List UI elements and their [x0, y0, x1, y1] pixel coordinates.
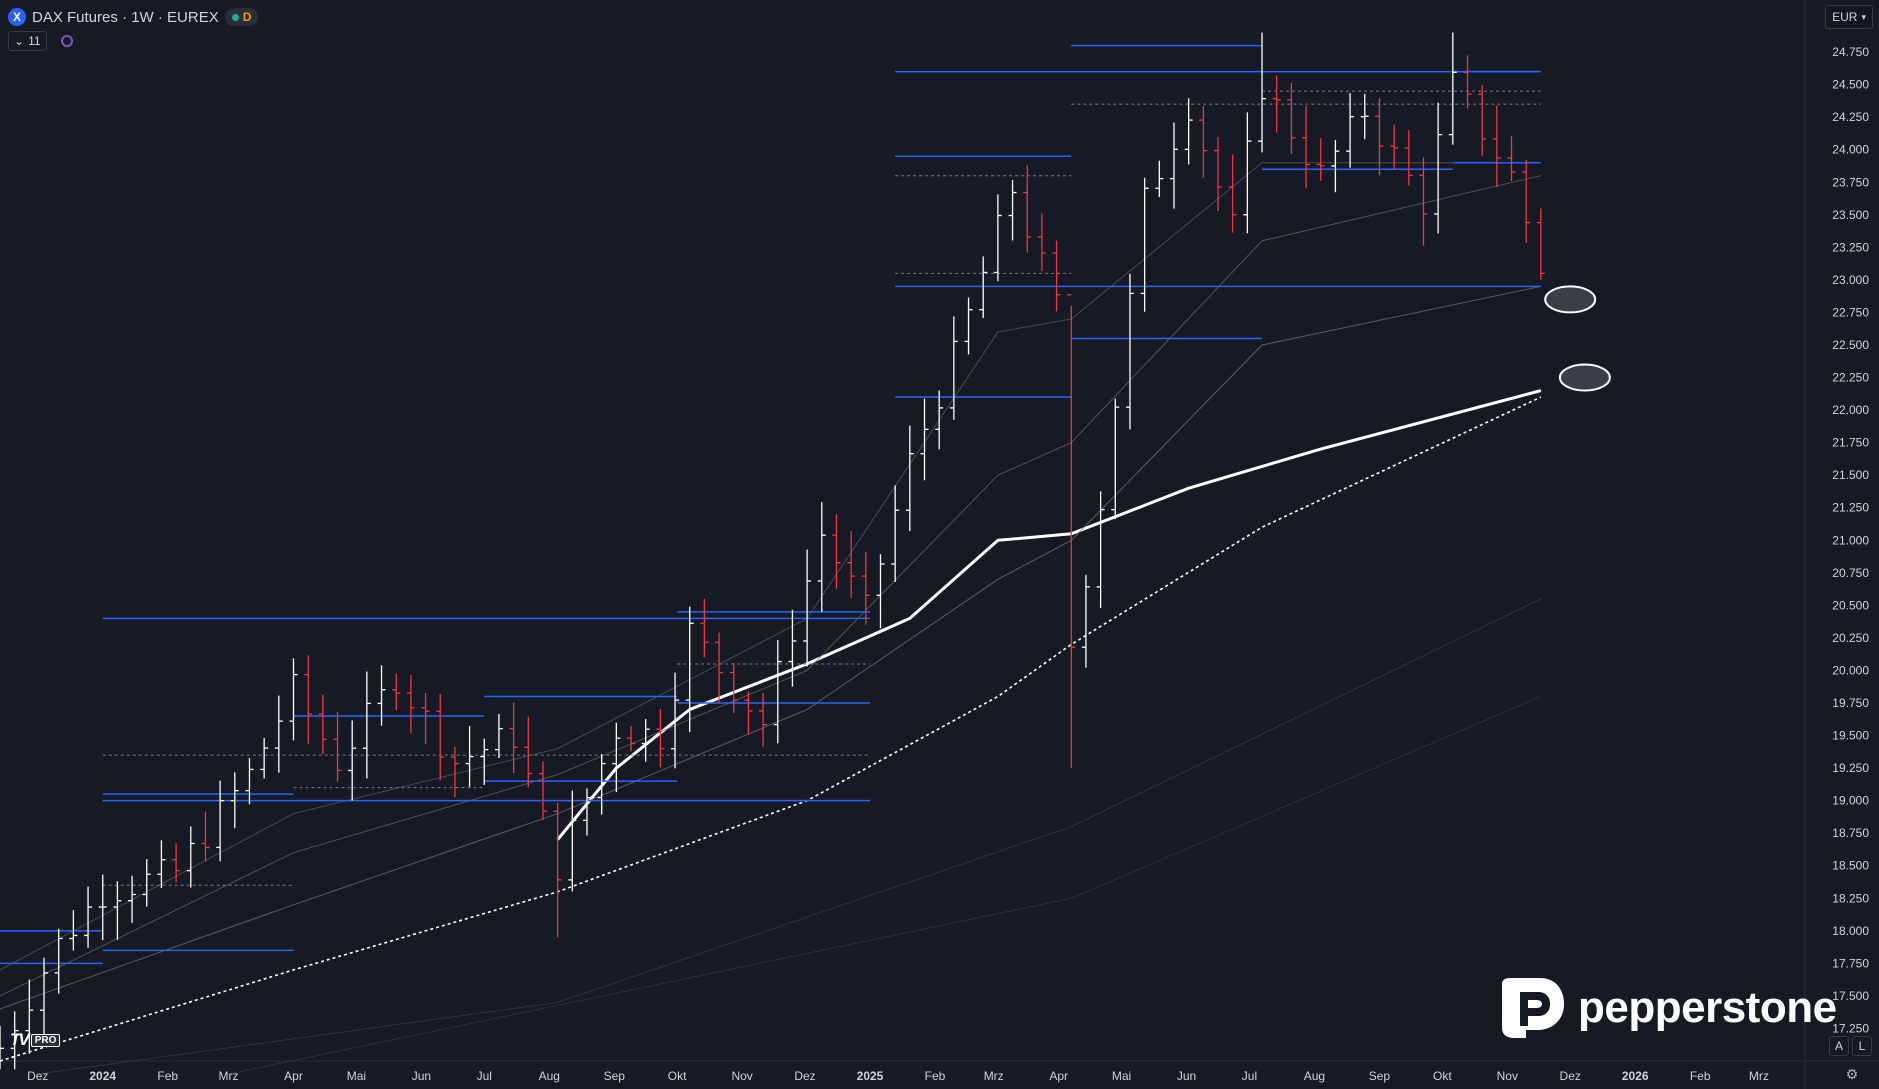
time-tick-label: Jun [1177, 1069, 1196, 1083]
tradingview-logo[interactable]: TV PRO [10, 1030, 61, 1049]
time-tick-label: Jun [412, 1069, 431, 1083]
price-tick-label: 20.250 [1832, 631, 1869, 645]
time-tick-label: Mrz [1749, 1069, 1769, 1083]
time-tick-label: Aug [1304, 1069, 1325, 1083]
price-tick-label: 20.750 [1832, 566, 1869, 580]
currency-label: EUR [1832, 10, 1858, 24]
price-tick-label: 17.500 [1832, 989, 1869, 1003]
price-tick-label: 21.750 [1832, 436, 1869, 450]
time-tick-label: Okt [668, 1069, 687, 1083]
symbol-icon: X [8, 8, 26, 26]
price-tick-label: 22.750 [1832, 305, 1869, 319]
price-tick-label: 23.000 [1832, 273, 1869, 287]
price-tick-label: 21.000 [1832, 533, 1869, 547]
tv-pro-badge: PRO [30, 1033, 61, 1047]
time-tick-label: Okt [1433, 1069, 1452, 1083]
ellipse-marker-0 [1544, 285, 1597, 314]
ma-line-4 [0, 162, 1541, 971]
market-status[interactable]: D [224, 8, 259, 26]
time-tick-label: Nov [731, 1069, 752, 1083]
time-tick-label: Mrz [219, 1069, 239, 1083]
ma-line-6 [228, 696, 1542, 1075]
time-tick-label: Apr [1049, 1069, 1068, 1083]
loading-icon [60, 35, 73, 47]
auto-scale-button[interactable]: A [1829, 1036, 1849, 1056]
time-tick-label: Feb [1690, 1069, 1711, 1083]
price-tick-label: 23.500 [1832, 208, 1869, 222]
price-tick-label: 22.250 [1832, 371, 1869, 385]
chevron-down-icon: ▾ [1861, 11, 1866, 22]
price-tick-label: 19.250 [1832, 761, 1869, 775]
symbol-title[interactable]: DAX Futures · 1W · EUREX [32, 8, 219, 26]
time-tick-label: Aug [539, 1069, 560, 1083]
ma-line-5 [37, 598, 1542, 1075]
price-tick-label: 19.500 [1832, 729, 1869, 743]
time-tick-label: Jul [477, 1069, 492, 1083]
time-tick-label: Jul [1242, 1069, 1257, 1083]
ellipse-markers [1544, 285, 1611, 392]
time-tick-label: Mai [1112, 1069, 1131, 1083]
price-tick-label: 18.250 [1832, 891, 1869, 905]
time-tick-label: Dez [794, 1069, 815, 1083]
time-tick-label: Nov [1497, 1069, 1518, 1083]
price-tick-label: 22.000 [1832, 403, 1869, 417]
candles [0, 32, 1545, 1070]
indicator-row: ⌄ 11 [8, 31, 73, 51]
time-tick-label: 2026 [1622, 1069, 1649, 1083]
time-tick-label: Feb [925, 1069, 946, 1083]
time-tick-label: Apr [284, 1069, 303, 1083]
price-tick-label: 24.500 [1832, 78, 1869, 92]
ma-line-0 [556, 389, 1542, 841]
indicators-toggle[interactable]: ⌄ 11 [8, 31, 47, 51]
currency-button[interactable]: EUR ▾ [1825, 5, 1873, 29]
ma-line-3 [0, 175, 1542, 997]
time-tick-label: 2025 [857, 1069, 884, 1083]
price-tick-label: 22.500 [1832, 338, 1869, 352]
price-tick-label: 19.750 [1832, 696, 1869, 710]
symbol-header[interactable]: X DAX Futures · 1W · EUREX D [8, 6, 259, 28]
price-tick-label: 18.500 [1832, 859, 1869, 873]
price-tick-label: 21.250 [1832, 501, 1869, 515]
price-tick-label: 17.250 [1832, 1021, 1869, 1035]
moving-averages [0, 162, 1542, 1075]
price-tick-label: 24.750 [1832, 45, 1869, 59]
ellipse-marker-1 [1558, 363, 1611, 392]
delayed-flag: D [242, 10, 252, 24]
time-tick-label: Sep [604, 1069, 626, 1083]
pepperstone-logo-icon [1502, 978, 1564, 1038]
price-tick-label: 23.750 [1832, 175, 1869, 189]
time-tick-label: 2024 [89, 1069, 116, 1083]
horizontal-levels [0, 44, 1541, 965]
price-tick-label: 18.750 [1832, 826, 1869, 840]
time-tick-label: Feb [157, 1069, 178, 1083]
brand-logo: pepperstone [1496, 976, 1837, 1040]
ma-line-2 [0, 285, 1542, 1010]
price-axis[interactable]: 25.00024.75024.50024.25024.00023.75023.5… [1832, 13, 1869, 1036]
chevron-down-icon: ⌄ [14, 34, 25, 48]
log-scale-button[interactable]: L [1852, 1036, 1872, 1056]
price-tick-label: 20.500 [1832, 598, 1869, 612]
price-tick-label: 21.500 [1832, 468, 1869, 482]
price-tick-label: 19.000 [1832, 794, 1869, 808]
time-tick-label: Sep [1369, 1069, 1391, 1083]
price-tick-label: 18.000 [1832, 924, 1869, 938]
tv-mark: TV [10, 1030, 30, 1049]
time-axis[interactable]: Dez 2024 Feb Mrz Apr Mai Jun Jul Aug Sep Okt Nov Dez… [27, 1069, 1769, 1083]
price-tick-label: 24.250 [1832, 110, 1869, 124]
market-open-icon [231, 13, 239, 21]
time-tick-label: Mai [347, 1069, 366, 1083]
price-tick-label: 20.000 [1832, 663, 1869, 677]
time-tick-label: Dez [27, 1069, 48, 1083]
time-tick-label: Dez [1560, 1069, 1581, 1083]
indicator-count: 11 [28, 34, 41, 48]
settings-gear-icon[interactable]: ⚙ [1845, 1066, 1859, 1082]
time-tick-label: Mrz [984, 1069, 1004, 1083]
price-tick-label: 23.250 [1832, 240, 1869, 254]
price-tick-label: 24.000 [1832, 143, 1869, 157]
price-tick-label: 17.750 [1832, 956, 1869, 970]
brand-name: pepperstone [1578, 983, 1837, 1032]
